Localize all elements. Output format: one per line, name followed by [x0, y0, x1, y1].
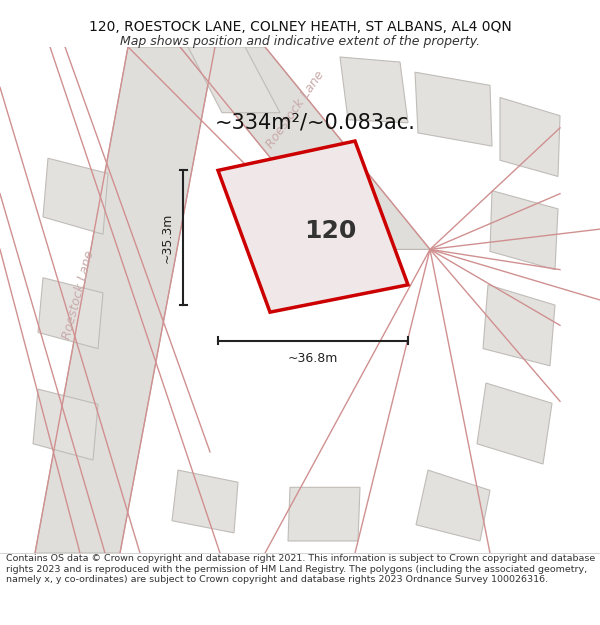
Polygon shape [33, 389, 98, 460]
Polygon shape [415, 72, 492, 146]
Polygon shape [490, 191, 558, 269]
Text: ~334m²/~0.083ac.: ~334m²/~0.083ac. [215, 112, 415, 132]
Text: ~36.8m: ~36.8m [288, 352, 338, 365]
Polygon shape [180, 47, 430, 249]
Text: 120, ROESTOCK LANE, COLNEY HEATH, ST ALBANS, AL4 0QN: 120, ROESTOCK LANE, COLNEY HEATH, ST ALB… [89, 20, 511, 34]
Polygon shape [500, 98, 560, 176]
Polygon shape [288, 488, 360, 541]
Polygon shape [35, 47, 215, 553]
Polygon shape [172, 470, 238, 533]
Polygon shape [416, 470, 490, 541]
Text: ~35.3m: ~35.3m [161, 213, 173, 263]
Polygon shape [483, 285, 555, 366]
Text: Contains OS data © Crown copyright and database right 2021. This information is : Contains OS data © Crown copyright and d… [6, 554, 595, 584]
Polygon shape [477, 383, 552, 464]
Text: Roestock Lane: Roestock Lane [263, 69, 326, 151]
Polygon shape [43, 158, 108, 234]
Polygon shape [38, 278, 103, 349]
Polygon shape [188, 47, 280, 112]
Polygon shape [340, 57, 408, 122]
Polygon shape [218, 141, 408, 312]
Text: Roestock Lane: Roestock Lane [60, 249, 96, 341]
Text: 120: 120 [304, 219, 356, 243]
Text: Map shows position and indicative extent of the property.: Map shows position and indicative extent… [120, 35, 480, 48]
